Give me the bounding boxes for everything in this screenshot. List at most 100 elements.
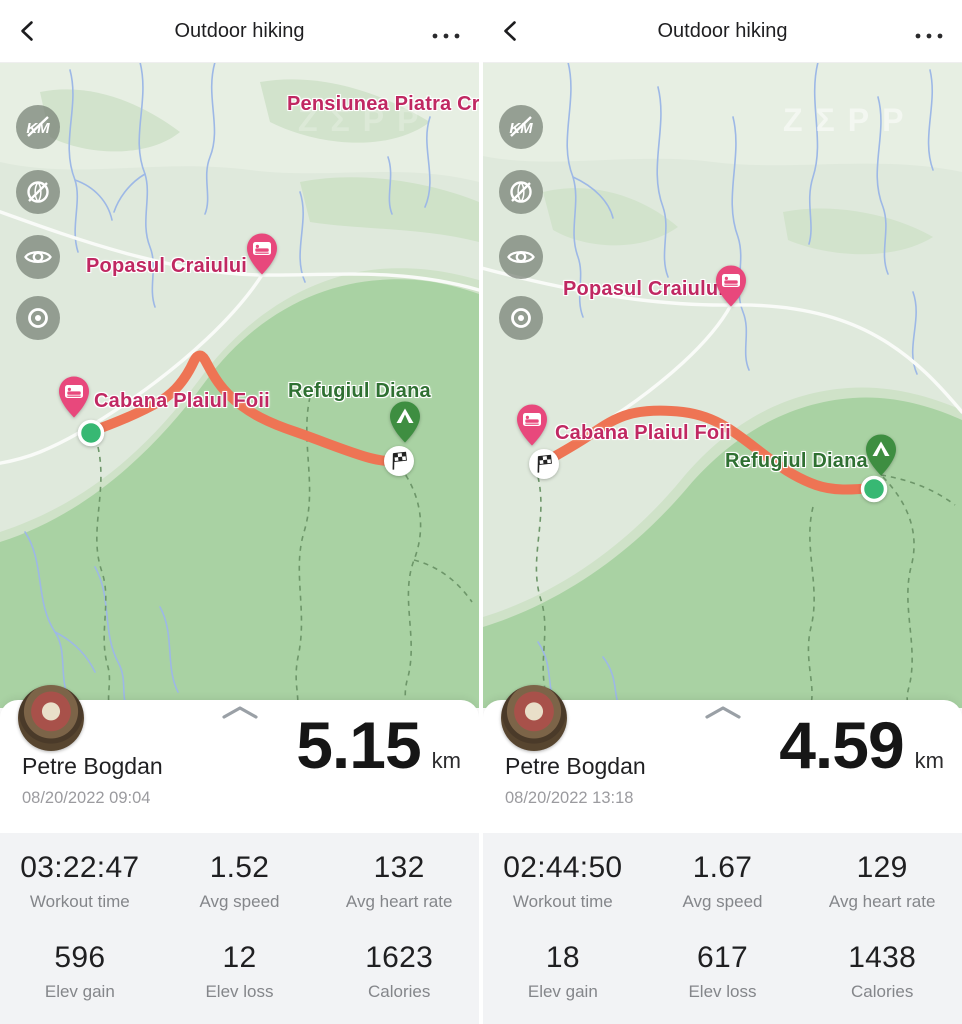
map-label-cabana: Cabana Plaiul Foii	[555, 422, 731, 444]
distance-readout: 4.59 km	[779, 712, 944, 778]
km-unit-icon: KM	[26, 116, 50, 137]
stat-elev-loss-value: 617	[697, 940, 748, 974]
finish-flag-marker	[528, 448, 560, 485]
workout-datetime: 08/20/2022 13:18	[505, 789, 634, 807]
stat-elev-gain-label: Elev gain	[527, 981, 598, 1001]
start-point-marker	[859, 474, 889, 509]
user-name: Petre Bogdan	[22, 753, 163, 779]
stat-calories-label: Calories	[367, 981, 431, 1001]
stat-avg-speed-label: Avg speed	[199, 892, 280, 912]
map-canvas[interactable]: ZΣPP Popasul Craiului Cabana Plaiul Foii…	[483, 62, 962, 708]
camping-pin-refugiul	[388, 400, 422, 444]
stat-elev-loss-label: Elev loss	[688, 981, 757, 1001]
back-icon[interactable]	[499, 19, 523, 43]
eye-icon	[24, 250, 52, 264]
distance-value: 5.15	[296, 708, 421, 782]
route-style-toggle-button[interactable]	[16, 170, 60, 214]
stat-avg-speed: 1.67 Avg speed	[643, 851, 803, 912]
page-title: Outdoor hiking	[174, 19, 305, 42]
stat-workout-time: 03:22:47 Workout time	[0, 851, 160, 912]
zepp-watermark: ZΣPP	[298, 102, 432, 138]
stat-elev-gain: 596 Elev gain	[0, 941, 160, 1002]
km-unit-toggle-button[interactable]: KM	[499, 105, 543, 149]
map-terrain	[0, 62, 479, 708]
avatar	[18, 685, 84, 751]
panel-hike-2: Outdoor hiking	[483, 0, 962, 1024]
sheet-expand-handle[interactable]	[704, 704, 742, 725]
stat-calories: 1623 Calories	[319, 941, 479, 1002]
stat-elev-loss-label: Elev loss	[205, 981, 274, 1001]
stat-workout-time: 02:44:50 Workout time	[483, 851, 643, 912]
more-menu-icon[interactable]	[431, 27, 461, 45]
stat-workout-time-value: 02:44:50	[503, 851, 623, 885]
locate-icon	[28, 308, 48, 328]
visibility-toggle-button[interactable]	[499, 235, 543, 279]
back-icon[interactable]	[16, 19, 40, 43]
distance-value: 4.59	[779, 708, 904, 782]
finish-flag-marker	[383, 445, 415, 482]
panel-hike-1: Outdoor hiking	[0, 0, 479, 1024]
route-style-icon	[510, 181, 532, 203]
locate-button[interactable]	[499, 296, 543, 340]
map-label-popasul: Popasul Craiului	[86, 255, 248, 277]
lodging-pin-cabana	[515, 403, 549, 447]
stat-elev-loss-value: 12	[222, 940, 257, 974]
workout-summary-sheet: 5.15 km Petre Bogdan 08/20/2022 09:04 03…	[0, 685, 479, 1024]
km-unit-icon: KM	[509, 116, 533, 137]
map-label-refugiul: Refugiul Diana	[725, 450, 868, 472]
locate-icon	[511, 308, 531, 328]
stat-avg-speed-value: 1.52	[209, 851, 270, 885]
page-title: Outdoor hiking	[657, 19, 788, 42]
workout-summary-sheet: 4.59 km Petre Bogdan 08/20/2022 13:18 02…	[483, 685, 962, 1024]
workout-datetime: 08/20/2022 09:04	[22, 789, 151, 807]
distance-unit: km	[914, 748, 944, 773]
route-style-icon	[27, 181, 49, 203]
stat-avg-heart-rate: 132 Avg heart rate	[319, 851, 479, 912]
map-label-popasul: Popasul Craiului	[563, 278, 725, 300]
stat-calories-value: 1438	[848, 940, 917, 974]
stat-avg-heart-rate-value: 129	[856, 851, 908, 885]
start-point-marker	[76, 418, 106, 453]
stat-elev-gain-value: 18	[545, 940, 580, 974]
map-label-cabana: Cabana Plaiul Foii	[94, 390, 270, 412]
map-canvas[interactable]: ZΣPP Pensiunea Piatra Crai Popasul Craiu…	[0, 62, 479, 708]
map-label-pensiunea: Pensiunea Piatra Crai	[287, 93, 479, 115]
stat-elev-loss: 12 Elev loss	[160, 941, 320, 1002]
route-style-toggle-button[interactable]	[499, 170, 543, 214]
stat-calories-label: Calories	[850, 981, 914, 1001]
stat-elev-gain-value: 596	[54, 940, 106, 974]
lodging-pin-popasul	[245, 232, 279, 276]
map-terrain	[483, 62, 962, 708]
km-unit-toggle-button[interactable]: KM	[16, 105, 60, 149]
avatar	[501, 685, 567, 751]
stat-workout-time-value: 03:22:47	[20, 851, 140, 885]
user-name: Petre Bogdan	[505, 753, 646, 779]
stat-calories-value: 1623	[365, 940, 434, 974]
hike-route-line	[538, 405, 878, 495]
zepp-watermark: ZΣPP	[783, 102, 917, 138]
visibility-toggle-button[interactable]	[16, 235, 60, 279]
stat-calories: 1438 Calories	[802, 941, 962, 1002]
stat-workout-time-label: Workout time	[512, 892, 613, 912]
distance-readout: 5.15 km	[296, 712, 461, 778]
stat-avg-speed-label: Avg speed	[682, 892, 763, 912]
stat-avg-heart-rate-value: 132	[373, 851, 425, 885]
stat-avg-speed-value: 1.67	[692, 851, 753, 885]
stat-avg-heart-rate-label: Avg heart rate	[345, 892, 453, 912]
sheet-expand-handle[interactable]	[221, 704, 259, 725]
header: Outdoor hiking	[483, 0, 962, 63]
more-menu-icon[interactable]	[914, 27, 944, 45]
stat-elev-gain: 18 Elev gain	[483, 941, 643, 1002]
map-label-refugiul: Refugiul Diana	[288, 380, 431, 402]
lodging-pin-popasul	[714, 264, 748, 308]
stat-workout-time-label: Workout time	[29, 892, 130, 912]
hike-route-line	[85, 350, 402, 467]
distance-unit: km	[431, 748, 461, 773]
camping-pin-refugiul	[864, 433, 898, 477]
stats-grid: 02:44:50 Workout time 1.67 Avg speed 129 Av…	[483, 833, 962, 1024]
eye-icon	[507, 250, 535, 264]
stat-avg-speed: 1.52 Avg speed	[160, 851, 320, 912]
stat-avg-heart-rate: 129 Avg heart rate	[802, 851, 962, 912]
locate-button[interactable]	[16, 296, 60, 340]
